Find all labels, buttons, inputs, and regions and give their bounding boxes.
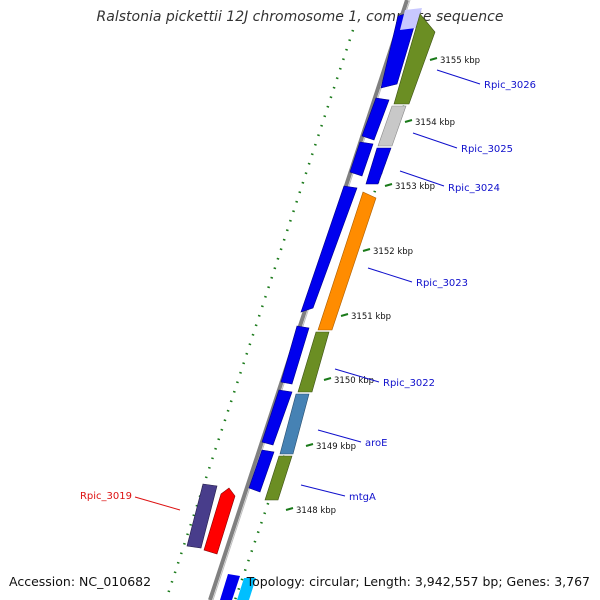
gene-label-rpic-3025[interactable]: Rpic_3025 [461, 144, 513, 155]
kbp-ticks: 3155 kbp 3154 kbp 3153 kbp 3152 kbp 3151 kbp… [285, 56, 480, 516]
gene-arrow-fwd-5[interactable] [280, 325, 310, 385]
tick-label: 3149 kbp [316, 442, 356, 452]
tick-mark [404, 119, 413, 123]
gene-label-rpic-3019[interactable]: Rpic_3019 [80, 491, 132, 502]
gene-label-rpic-3024[interactable]: Rpic_3024 [448, 183, 500, 194]
tick-mark [429, 57, 438, 61]
gene-label-rpic-3022[interactable]: Rpic_3022 [383, 378, 435, 389]
tick-mark [285, 507, 294, 511]
label-leader-line [300, 484, 346, 497]
label-leader-line [367, 267, 413, 283]
label-leader-line [399, 170, 445, 187]
gene-arrow-fwd-3[interactable] [349, 141, 374, 177]
tick-label: 3150 kbp [334, 376, 374, 386]
gene-rpic-3024[interactable] [365, 147, 392, 185]
gene-arrow-fwd-6[interactable] [261, 389, 293, 446]
gene-aroe[interactable] [279, 393, 310, 455]
accession-label: Accession: NC_010682 [9, 574, 152, 589]
tick-label: 3151 kbp [351, 312, 391, 322]
gene-arrow-fwd-4[interactable] [300, 185, 358, 313]
label-leader-line [134, 496, 181, 511]
gene-rpic-3026[interactable] [393, 13, 436, 105]
gene-label-rpic-3026[interactable]: Rpic_3026 [484, 80, 536, 91]
gene-rpic-3023[interactable] [317, 191, 377, 331]
tick-mark [323, 377, 332, 381]
tick-mark [384, 183, 393, 187]
tick-label: 3148 kbp [296, 506, 336, 516]
gene-arrow-fwd-2[interactable] [361, 97, 390, 141]
gene-arrow-fwd-7[interactable] [248, 449, 275, 493]
tick-mark [305, 443, 314, 447]
gene-label-mtga[interactable]: mtgA [349, 492, 376, 503]
label-leader-line [334, 368, 380, 383]
gene-rpic-3019[interactable] [186, 483, 218, 549]
gene-top-lavender[interactable] [400, 8, 422, 30]
tick-label: 3155 kbp [440, 56, 480, 66]
gene-label-aroe[interactable]: aroE [365, 438, 387, 449]
gene-label-rpic-3023[interactable]: Rpic_3023 [416, 278, 468, 289]
label-leader-line [317, 429, 362, 443]
tick-mark [362, 248, 371, 252]
gene-labels: Rpic_3026 Rpic_3025 Rpic_3024 Rpic_3023 Rpic… [80, 69, 536, 511]
tick-label: 3153 kbp [395, 182, 435, 192]
gene-mtga[interactable] [264, 455, 293, 501]
label-leader-line [412, 132, 458, 149]
gene-red-arrow[interactable] [203, 487, 236, 555]
tick-label: 3152 kbp [373, 247, 413, 257]
gene-bottom-cyan[interactable] [237, 578, 256, 600]
tick-label: 3154 kbp [415, 118, 455, 128]
label-leader-line [436, 69, 481, 85]
gene-rpic-3022[interactable] [297, 331, 330, 393]
gene-bottom-blue[interactable] [220, 574, 240, 600]
gene-rpic-3025[interactable] [377, 105, 407, 147]
topology-label: Topology: circular; Length: 3,942,557 bp… [246, 574, 590, 589]
tick-mark [340, 313, 349, 317]
